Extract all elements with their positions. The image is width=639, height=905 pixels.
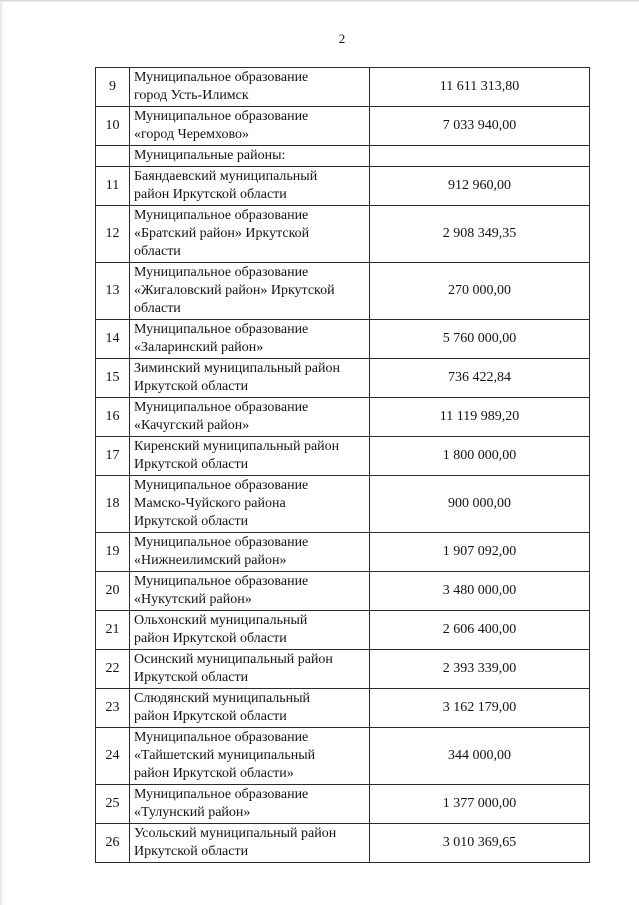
table-row: 24 Муниципальное образование «Тайшетский… <box>95 727 590 785</box>
row-number: 20 <box>95 571 130 611</box>
table-row: 17 Киренский муниципальный район Иркутск… <box>95 436 590 476</box>
municipality-name: Муниципальное образование «Нижнеилимский… <box>129 532 370 572</box>
municipality-name: Муниципальное образование «город Черемхо… <box>129 106 370 146</box>
table-row: 10 Муниципальное образование «город Чере… <box>95 106 590 146</box>
table-row: 12 Муниципальное образование «Братский р… <box>95 205 590 263</box>
municipality-name: Муниципальное образование «Заларинский р… <box>129 319 370 359</box>
table-row: 19 Муниципальное образование «Нижнеилимс… <box>95 532 590 572</box>
municipality-name: Муниципальное образование «Нукутский рай… <box>129 571 370 611</box>
row-number: 26 <box>95 823 130 863</box>
row-number: 16 <box>95 397 130 437</box>
amount-value: 2 393 339,00 <box>369 649 590 689</box>
table-row: 14 Муниципальное образование «Заларински… <box>95 319 590 359</box>
municipality-name: Муниципальное образование Мамско-Чуйског… <box>129 475 370 533</box>
amount-value: 736 422,84 <box>369 358 590 398</box>
table-row: 26 Усольский муниципальный район Иркутск… <box>95 823 590 863</box>
amount-value: 1 907 092,00 <box>369 532 590 572</box>
page-number: 2 <box>338 31 346 46</box>
table-row: 18 Муниципальное образование Мамско-Чуйс… <box>95 475 590 533</box>
amount-value: 900 000,00 <box>369 475 590 533</box>
row-number: 24 <box>95 727 130 785</box>
table-row: 22 Осинский муниципальный район Иркутско… <box>95 649 590 689</box>
table-row: 21 Ольхонский муниципальный район Иркутс… <box>95 610 590 650</box>
municipality-name: Усольский муниципальный район Иркутской … <box>129 823 370 863</box>
table-row: 9 Муниципальное образование город Усть-И… <box>95 67 590 107</box>
row-number: 25 <box>95 784 130 824</box>
amount-value: 912 960,00 <box>369 166 590 206</box>
municipality-name: Муниципальное образование «Братский райо… <box>129 205 370 263</box>
amount-value: 11 119 989,20 <box>369 397 590 437</box>
table-row: 13 Муниципальное образование «Жигаловски… <box>95 262 590 320</box>
municipality-name: Слюдянский муниципальный район Иркутской… <box>129 688 370 728</box>
row-number: 23 <box>95 688 130 728</box>
row-number: 10 <box>95 106 130 146</box>
amount-value: 1 800 000,00 <box>369 436 590 476</box>
municipality-name: Зиминский муниципальный район Иркутской … <box>129 358 370 398</box>
municipality-name: Ольхонский муниципальный район Иркутской… <box>129 610 370 650</box>
amount-value: 3 480 000,00 <box>369 571 590 611</box>
row-number: 15 <box>95 358 130 398</box>
amount-value: 3 162 179,00 <box>369 688 590 728</box>
table-row: Муниципальные районы: <box>95 145 590 167</box>
municipality-name: Муниципальное образование город Усть-Или… <box>129 67 370 107</box>
row-number: 19 <box>95 532 130 572</box>
row-number: 11 <box>95 166 130 206</box>
amount-value: 1 377 000,00 <box>369 784 590 824</box>
amount-value: 3 010 369,65 <box>369 823 590 863</box>
scan-artifact-left-edge <box>1 1 4 905</box>
table-row: 20 Муниципальное образование «Нукутский … <box>95 571 590 611</box>
table-row: 15 Зиминский муниципальный район Иркутск… <box>95 358 590 398</box>
amount-value: 11 611 313,80 <box>369 67 590 107</box>
amount-value: 2 606 400,00 <box>369 610 590 650</box>
row-number <box>95 145 130 167</box>
municipality-name: Баяндаевский муниципальный район Иркутск… <box>129 166 370 206</box>
row-number: 22 <box>95 649 130 689</box>
municipality-name: Муниципальное образование «Тулунский рай… <box>129 784 370 824</box>
row-number: 9 <box>95 67 130 107</box>
amount-value: 5 760 000,00 <box>369 319 590 359</box>
municipality-name: Муниципальное образование «Качугский рай… <box>129 397 370 437</box>
amount-value: 344 000,00 <box>369 727 590 785</box>
row-number: 21 <box>95 610 130 650</box>
row-number: 13 <box>95 262 130 320</box>
amount-value <box>369 145 590 167</box>
amount-value: 2 908 349,35 <box>369 205 590 263</box>
table-body: 9 Муниципальное образование город Усть-И… <box>95 67 590 863</box>
scan-artifact-top-edge <box>1 1 639 3</box>
amount-value: 270 000,00 <box>369 262 590 320</box>
municipality-name: Муниципальные районы: <box>129 145 370 167</box>
municipal-grants-table: 9 Муниципальное образование город Усть-И… <box>95 67 590 863</box>
municipality-name: Осинский муниципальный район Иркутской о… <box>129 649 370 689</box>
row-number: 12 <box>95 205 130 263</box>
table-row: 23 Слюдянский муниципальный район Иркутс… <box>95 688 590 728</box>
row-number: 18 <box>95 475 130 533</box>
table-row: 25 Муниципальное образование «Тулунский … <box>95 784 590 824</box>
table-row: 16 Муниципальное образование «Качугский … <box>95 397 590 437</box>
municipality-name: Киренский муниципальный район Иркутской … <box>129 436 370 476</box>
row-number: 14 <box>95 319 130 359</box>
row-number: 17 <box>95 436 130 476</box>
table-row: 11 Баяндаевский муниципальный район Ирку… <box>95 166 590 206</box>
amount-value: 7 033 940,00 <box>369 106 590 146</box>
municipality-name: Муниципальное образование «Жигаловский р… <box>129 262 370 320</box>
municipality-name: Муниципальное образование «Тайшетский му… <box>129 727 370 785</box>
